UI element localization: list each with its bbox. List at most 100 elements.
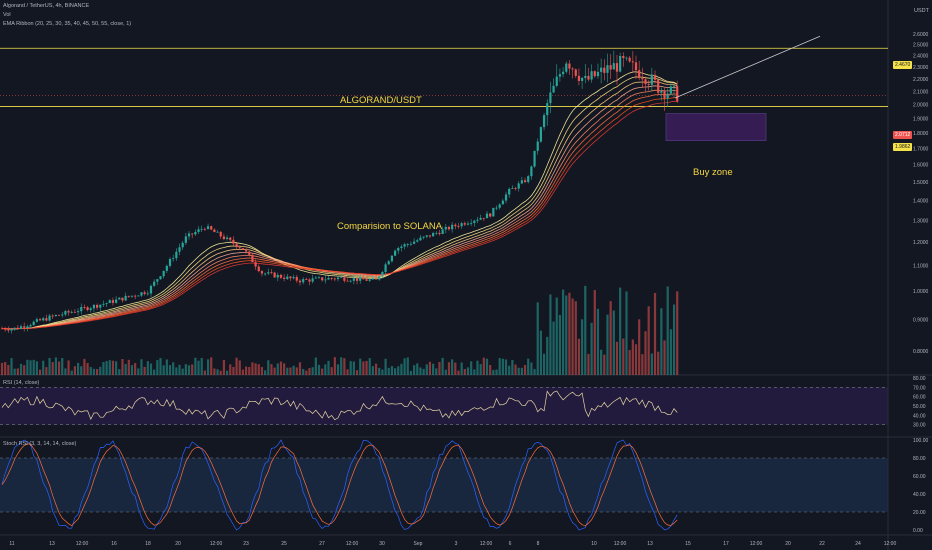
candle-body[interactable] [520, 180, 523, 184]
candle-body[interactable] [492, 207, 495, 217]
candle-body[interactable] [45, 318, 48, 321]
candle-body[interactable] [16, 327, 19, 329]
candle-body[interactable] [235, 243, 238, 248]
candle-body[interactable] [92, 304, 96, 309]
candle-body[interactable] [571, 68, 574, 70]
candle-body[interactable] [279, 274, 283, 278]
candle-body[interactable] [409, 243, 413, 245]
candle-body[interactable] [539, 127, 542, 142]
candle-body[interactable] [343, 277, 346, 281]
candle-body[interactable] [102, 303, 105, 305]
candle-body[interactable] [270, 272, 273, 274]
candle-body[interactable] [549, 92, 552, 104]
candle-body[interactable] [393, 250, 397, 256]
candle-body[interactable] [581, 77, 584, 81]
candle-body[interactable] [159, 276, 162, 280]
candle-body[interactable] [368, 279, 371, 281]
candle-body[interactable] [657, 79, 660, 93]
candle-body[interactable] [276, 274, 279, 278]
candle-body[interactable] [108, 300, 111, 304]
candle-body[interactable] [57, 314, 61, 316]
candle-body[interactable] [23, 326, 26, 328]
candle-body[interactable] [419, 237, 422, 241]
candle-body[interactable] [577, 75, 581, 81]
candle-body[interactable] [26, 326, 29, 328]
candle-body[interactable] [333, 278, 336, 280]
candle-body[interactable] [238, 247, 241, 249]
candle-body[interactable] [660, 90, 663, 93]
candle-body[interactable] [140, 292, 143, 296]
candle-body[interactable] [558, 74, 562, 77]
candle-body[interactable] [83, 307, 86, 308]
candle-body[interactable] [609, 65, 612, 70]
candle-body[interactable] [612, 63, 615, 70]
candle-body[interactable] [387, 261, 390, 265]
candle-body[interactable] [42, 318, 45, 321]
candle-body[interactable] [634, 62, 638, 71]
candle-body[interactable] [378, 276, 381, 280]
candle-body[interactable] [80, 307, 83, 312]
candle-body[interactable] [324, 279, 327, 281]
candle-body[interactable] [650, 74, 653, 85]
candle-body[interactable] [403, 244, 406, 247]
candle-body[interactable] [390, 255, 394, 262]
candle-body[interactable] [248, 251, 251, 255]
candle-body[interactable] [432, 233, 435, 237]
candle-body[interactable] [13, 327, 16, 329]
candle-body[interactable] [355, 278, 359, 281]
candle-body[interactable] [663, 90, 666, 99]
candle-body[interactable] [590, 71, 593, 80]
candle-body[interactable] [384, 264, 387, 272]
candle-body[interactable] [314, 277, 317, 279]
candle-body[interactable] [352, 278, 355, 281]
candle-body[interactable] [574, 69, 577, 76]
candle-body[interactable] [222, 236, 225, 240]
candle-body[interactable] [178, 247, 181, 252]
candle-body[interactable] [504, 194, 508, 201]
candle-body[interactable] [365, 279, 368, 281]
candle-body[interactable] [327, 278, 330, 280]
candle-body[interactable] [7, 329, 10, 331]
candle-body[interactable] [121, 297, 124, 301]
candle-body[interactable] [416, 240, 419, 242]
candle-body[interactable] [216, 231, 219, 233]
candle-body[interactable] [146, 293, 149, 295]
candle-body[interactable] [73, 311, 77, 313]
candle-body[interactable] [498, 204, 501, 208]
candle-body[interactable] [622, 56, 625, 59]
candle-body[interactable] [225, 237, 229, 240]
candle-body[interactable] [565, 63, 568, 72]
candle-body[interactable] [568, 63, 571, 69]
candle-body[interactable] [435, 232, 438, 234]
candle-body[interactable] [381, 271, 384, 277]
candle-body[interactable] [298, 280, 302, 283]
candle-body[interactable] [536, 141, 539, 151]
candle-body[interactable] [625, 57, 628, 59]
candle-body[interactable] [603, 67, 606, 73]
candle-body[interactable] [260, 271, 264, 274]
candle-body[interactable] [124, 295, 127, 301]
candle-body[interactable] [143, 292, 146, 294]
candle-body[interactable] [619, 56, 622, 72]
candle-body[interactable] [501, 200, 504, 205]
candle-body[interactable] [105, 303, 108, 304]
candle-body[interactable] [206, 226, 210, 230]
candle-body[interactable] [200, 228, 203, 230]
candle-body[interactable] [76, 311, 80, 313]
candle-body[interactable] [273, 272, 276, 278]
candle-body[interactable] [514, 188, 517, 189]
candle-body[interactable] [546, 103, 549, 116]
candle-body[interactable] [54, 314, 57, 316]
candle-body[interactable] [308, 279, 311, 282]
candle-body[interactable] [219, 231, 222, 237]
candle-body[interactable] [191, 233, 194, 235]
candle-body[interactable] [495, 207, 498, 209]
candle-body[interactable] [552, 85, 555, 93]
candle-body[interactable] [64, 311, 67, 315]
candle-body[interactable] [340, 277, 343, 279]
candle-body[interactable] [61, 314, 64, 316]
candle-body[interactable] [647, 84, 650, 85]
candle-body[interactable] [460, 223, 463, 227]
candle-body[interactable] [336, 277, 340, 280]
